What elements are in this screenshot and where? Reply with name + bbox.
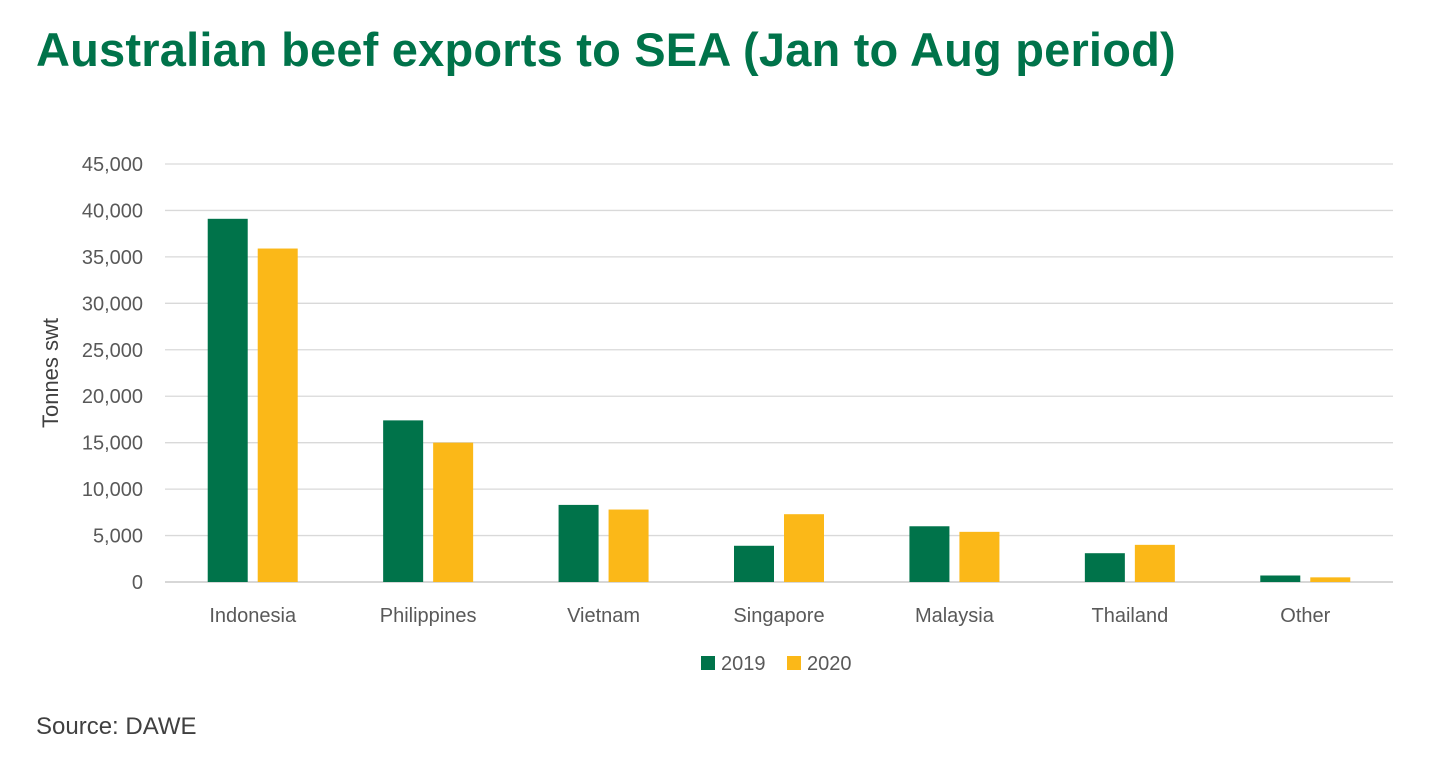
bar-2020-malaysia (959, 531, 1000, 582)
source-note: Source: DAWE (36, 713, 197, 740)
legend-label-2020: 2020 (807, 653, 852, 675)
y-tick-label: 15,000 (82, 433, 143, 455)
chart-title: Australian beef exports to SEA (Jan to A… (36, 23, 1176, 76)
bar-2019-singapore (734, 545, 774, 582)
bar-2020-indonesia (257, 248, 298, 583)
bar-2020-other (1310, 577, 1351, 582)
bar-2020-singapore (784, 514, 824, 582)
bar-2020-vietnam (608, 509, 649, 582)
legend-swatch-2019 (701, 656, 715, 670)
bars (207, 218, 1351, 583)
y-tick-label: 40,000 (82, 200, 143, 222)
bar-2019-vietnam (558, 504, 599, 582)
bar-2020-thailand (1134, 544, 1175, 582)
legend: 2019 2020 (701, 653, 852, 675)
y-tick-label: 0 (132, 572, 143, 594)
legend-swatch-2020 (787, 656, 801, 670)
bar-2019-malaysia (909, 526, 950, 582)
x-tick-label: Philippines (380, 605, 477, 627)
bar-2019-indonesia (207, 218, 248, 582)
y-tick-label: 25,000 (82, 340, 143, 362)
x-tick-label: Thailand (1091, 605, 1168, 627)
bar-2020-philippines (433, 442, 474, 582)
y-axis-title: Tonnes swt (38, 318, 63, 428)
y-tick-labels: 0 5,000 10,000 15,000 20,000 25,000 30,000 35,0… (82, 154, 143, 594)
y-tick-label: 35,000 (82, 247, 143, 269)
x-tick-label: Indonesia (209, 605, 297, 627)
y-tick-label: 30,000 (82, 293, 143, 315)
x-tick-label: Other (1280, 605, 1330, 627)
bar-2019-thailand (1084, 553, 1125, 582)
gridlines (165, 163, 1393, 583)
x-tick-labels: Indonesia Philippines Vietnam Singapore Mala… (209, 605, 1330, 627)
y-tick-label: 45,000 (82, 154, 143, 176)
y-tick-label: 10,000 (82, 479, 143, 501)
y-tick-label: 20,000 (82, 386, 143, 408)
y-tick-label: 5,000 (93, 526, 143, 548)
bar-2019-philippines (383, 420, 424, 582)
x-tick-label: Singapore (733, 605, 824, 627)
x-tick-label: Vietnam (567, 605, 640, 627)
legend-label-2019: 2019 (721, 653, 766, 675)
bar-2019-other (1260, 575, 1301, 582)
x-tick-label: Malaysia (915, 605, 995, 627)
